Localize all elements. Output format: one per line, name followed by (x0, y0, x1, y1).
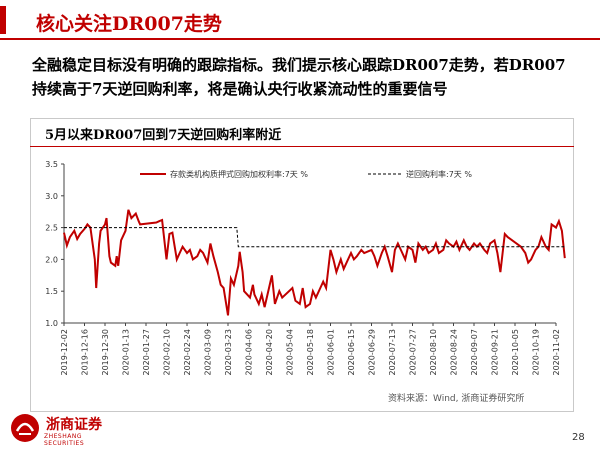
title-bar: 核心关注DR007走势 (0, 0, 600, 40)
legend-label-reverse-repo: 逆回购利率:7天 % (406, 169, 472, 179)
x-tick-label: 2020-01-27 (142, 329, 151, 376)
x-tick-label: 2020-03-23 (224, 329, 233, 376)
slide-title: 核心关注DR007走势 (36, 13, 222, 35)
x-tick-label: 2020-05-18 (306, 329, 315, 376)
x-tick-label: 2020-06-01 (327, 329, 336, 376)
company-logo: 浙商证券 ZHESHANG SECURITIES (6, 411, 116, 447)
y-tick-label: 3.0 (45, 192, 58, 201)
chart-frame (30, 118, 574, 412)
x-tick-label: 2020-07-13 (388, 329, 397, 376)
x-tick-label: 2020-04-06 (245, 329, 254, 376)
x-tick-label: 2020-03-09 (204, 329, 213, 376)
logo-name-en: ZHESHANG SECURITIES (44, 433, 85, 447)
x-tick-label: 2019-12-30 (101, 329, 110, 376)
slide-body-text: 全融稳定目标没有明确的跟踪指标。我们提示核心跟踪DR007走势，若DR007持续… (32, 56, 566, 98)
page-number: 28 (572, 432, 585, 443)
chart-title: 5月以来DR007回到7天逆回购利率附近 (45, 128, 282, 143)
x-tick-label: 2019-12-16 (81, 329, 90, 376)
x-tick-label: 2020-09-21 (491, 329, 500, 376)
x-tick-label: 2020-06-15 (347, 329, 356, 376)
source-note: 资料来源：Wind, 浙商证券研究所 (388, 394, 525, 404)
x-tick-label: 2020-08-24 (450, 329, 459, 376)
x-tick-label: 2020-08-10 (429, 329, 438, 376)
y-tick-label: 3.5 (45, 160, 58, 169)
x-tick-label: 2020-02-10 (163, 329, 172, 376)
x-tick-label: 2020-10-05 (511, 329, 520, 376)
series-dr007-line (63, 209, 566, 316)
chart-title-underline (30, 146, 574, 147)
x-tick-label: 2020-02-24 (183, 329, 192, 376)
y-tick-label: 2.5 (45, 224, 58, 233)
y-tick-label: 1.5 (45, 287, 58, 296)
x-tick-label: 2020-01-13 (122, 329, 131, 376)
x-tick-label: 2020-10-19 (532, 329, 541, 376)
logo-name-cn: 浙商证券 (46, 417, 102, 433)
series-reverse-repo-line (64, 227, 565, 248)
legend-label-dr007: 存款类机构质押式回购加权利率:7天 % (170, 169, 308, 179)
x-tick-label: 2020-07-27 (409, 329, 418, 376)
x-tick-label: 2020-11-02 (552, 329, 561, 376)
x-tick-label: 2020-06-29 (368, 329, 377, 376)
x-tick-label: 2020-09-07 (470, 329, 479, 376)
title-underline (0, 38, 600, 40)
title-accent-bar (0, 6, 6, 34)
x-tick-label: 2020-04-20 (265, 329, 274, 376)
y-tick-label: 1.0 (45, 319, 58, 328)
line-chart: 1.0 1.5 2.0 2.5 3.0 3.5 2019-12-02 2019-12-16 20… (45, 160, 566, 376)
x-tick-label: 2019-12-02 (60, 329, 69, 376)
x-tick-label: 2020-05-04 (286, 329, 295, 376)
y-tick-label: 2.0 (45, 255, 58, 264)
logo-emblem-icon (11, 414, 39, 442)
